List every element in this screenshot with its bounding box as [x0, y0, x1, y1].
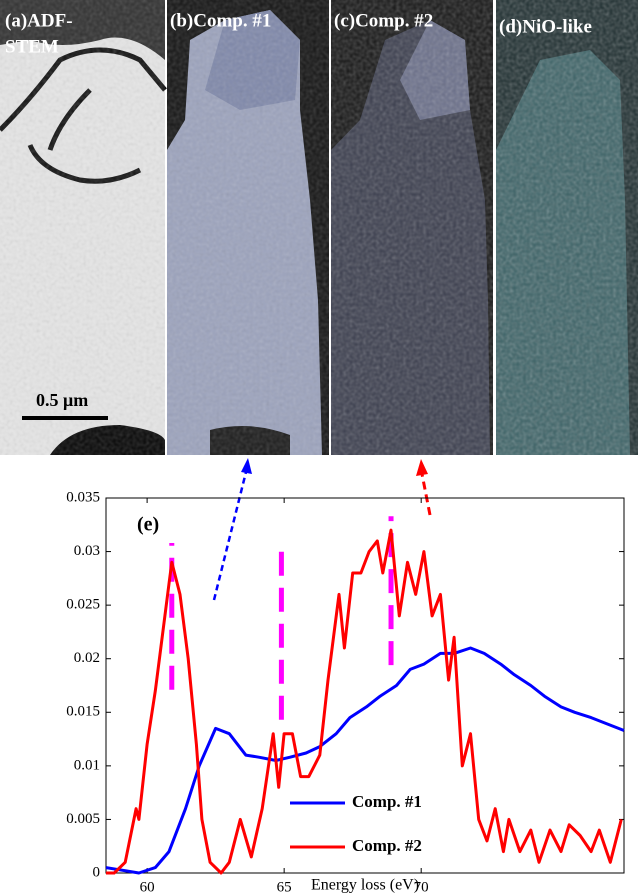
series-line: [106, 530, 621, 873]
arrows: [214, 458, 430, 600]
legend-label: Comp. #1: [352, 792, 422, 811]
scale-bar-label: 0.5 μm: [36, 390, 88, 410]
y-tick-label: 0.015: [66, 704, 100, 720]
panel-label: (a)ADF-: [5, 10, 73, 31]
y-tick-label: 0: [93, 864, 101, 880]
y-tick-label: 0.01: [74, 757, 100, 773]
panel-d: (d)NiO-like: [496, 0, 638, 455]
x-axis-title: Energy loss (eV): [311, 877, 419, 894]
figure: 0.5 μm (a)ADF- STEM (b)Comp. #1 (c)Comp.…: [0, 0, 638, 896]
y-tick-label: 0.03: [74, 543, 100, 559]
y-tick-label: 0.025: [66, 597, 100, 613]
x-tick-label: 70: [414, 879, 429, 895]
y-tick-label: 0.02: [74, 650, 100, 666]
panel-label: (b)Comp. #1: [170, 10, 271, 31]
y-tick-label: 0.005: [66, 811, 100, 827]
panel-label: STEM: [5, 36, 59, 57]
x-tick-label: 60: [140, 879, 155, 895]
legend-label: Comp. #2: [352, 836, 422, 855]
x-tick-label: 65: [277, 879, 292, 895]
panel-b: (b)Comp. #1: [167, 0, 329, 455]
page: 0.5 μm (a)ADF- STEM (b)Comp. #1 (c)Comp.…: [0, 0, 638, 896]
panel-label: (d)NiO-like: [499, 16, 592, 37]
panel-a: 0.5 μm (a)ADF- STEM: [0, 0, 165, 455]
panel-label: (e): [137, 514, 159, 536]
panel-c: (c)Comp. #2: [331, 0, 493, 455]
panel-label: (c)Comp. #2: [334, 10, 433, 31]
chart: (e) Energy loss (eV) 0 0.005 0.01 0.015 0.02…: [66, 489, 624, 895]
y-tick-label: 0.035: [66, 489, 100, 505]
